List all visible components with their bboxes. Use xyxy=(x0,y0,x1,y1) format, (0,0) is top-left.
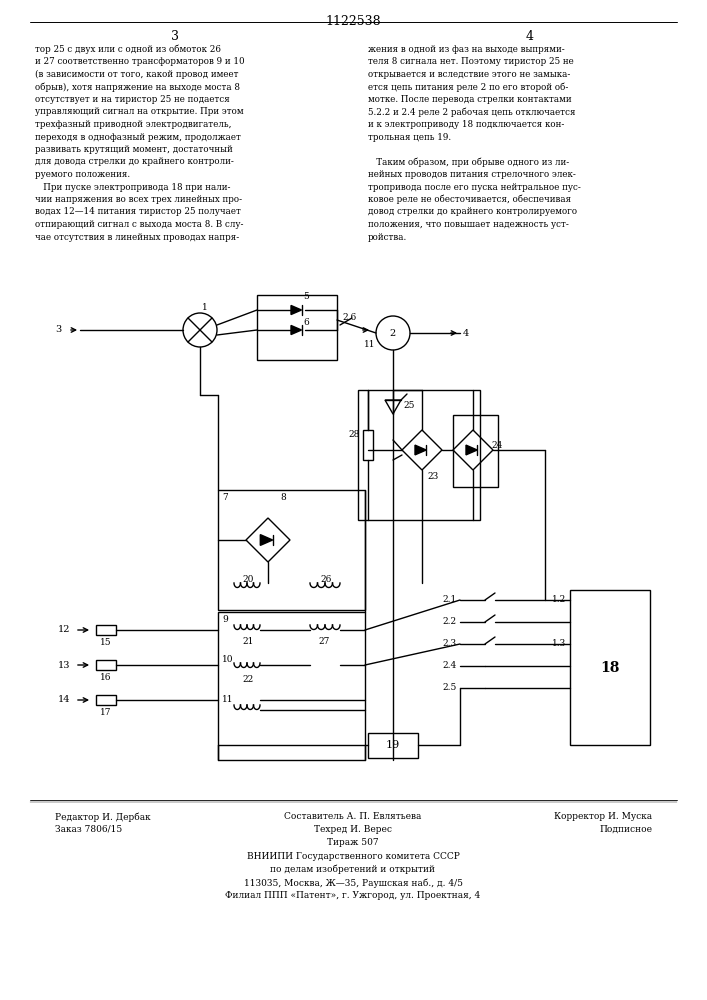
Text: 1.2: 1.2 xyxy=(551,595,566,604)
Text: 8: 8 xyxy=(280,493,286,502)
Text: 16: 16 xyxy=(100,673,112,682)
Text: 14: 14 xyxy=(57,696,70,704)
Text: Составитель А. П. Евлятьева: Составитель А. П. Евлятьева xyxy=(284,812,421,821)
Bar xyxy=(218,612,365,760)
Bar xyxy=(96,695,116,705)
Text: руемого положения.: руемого положения. xyxy=(35,170,130,179)
Text: тропривода после его пуска нейтральное пус-: тропривода после его пуска нейтральное п… xyxy=(368,182,581,192)
Text: и к электроприводу 18 подключается кон-: и к электроприводу 18 подключается кон- xyxy=(368,120,564,129)
Text: 12: 12 xyxy=(57,626,70,635)
Text: 2.3: 2.3 xyxy=(443,640,457,648)
Text: чае отсутствия в линейных проводах напря-: чае отсутствия в линейных проводах напря… xyxy=(35,232,239,241)
Polygon shape xyxy=(291,325,301,335)
Bar xyxy=(257,295,337,360)
Text: 2.1: 2.1 xyxy=(443,595,457,604)
Text: 25: 25 xyxy=(403,401,414,410)
Text: ковое реле не обесточивается, обеспечивая: ковое реле не обесточивается, обеспечива… xyxy=(368,195,571,205)
Text: 17: 17 xyxy=(100,708,112,717)
Text: 11: 11 xyxy=(364,340,375,349)
Text: 15: 15 xyxy=(100,638,112,647)
Text: Таким образом, при обрыве одного из ли-: Таким образом, при обрыве одного из ли- xyxy=(368,157,569,167)
Text: (в зависимости от того, какой провод имеет: (в зависимости от того, какой провод име… xyxy=(35,70,238,79)
Text: 9: 9 xyxy=(222,615,228,624)
Text: для довода стрелки до крайнего контроли-: для довода стрелки до крайнего контроли- xyxy=(35,157,234,166)
Text: 24: 24 xyxy=(491,440,503,450)
Text: трехфазный приводной электродвигатель,: трехфазный приводной электродвигатель, xyxy=(35,120,231,129)
Text: 23: 23 xyxy=(427,472,438,481)
Text: Техред И. Верес: Техред И. Верес xyxy=(314,825,392,834)
Text: трольная цепь 19.: трольная цепь 19. xyxy=(368,132,451,141)
Text: 11: 11 xyxy=(222,695,233,704)
Text: открывается и вследствие этого не замыка-: открывается и вследствие этого не замыка… xyxy=(368,70,571,79)
Text: мотке. После перевода стрелки контактами: мотке. После перевода стрелки контактами xyxy=(368,95,572,104)
Text: 13: 13 xyxy=(57,660,70,670)
Text: тор 25 с двух или с одной из обмоток 26: тор 25 с двух или с одной из обмоток 26 xyxy=(35,45,221,54)
Bar xyxy=(368,733,418,758)
Text: положения, что повышает надежность уст-: положения, что повышает надежность уст- xyxy=(368,220,569,229)
Text: и 27 соответственно трансформаторов 9 и 10: и 27 соответственно трансформаторов 9 и … xyxy=(35,57,245,66)
Polygon shape xyxy=(415,445,426,455)
Polygon shape xyxy=(260,535,273,545)
Text: отсутствует и на тиристор 25 не подается: отсутствует и на тиристор 25 не подается xyxy=(35,95,230,104)
Text: 19: 19 xyxy=(386,740,400,750)
Text: водах 12—14 питания тиристор 25 получает: водах 12—14 питания тиристор 25 получает xyxy=(35,208,241,217)
Text: 5: 5 xyxy=(303,292,309,301)
Text: 6: 6 xyxy=(303,318,309,327)
Text: по делам изобретений и открытий: по делам изобретений и открытий xyxy=(271,865,436,874)
Bar xyxy=(96,625,116,635)
Text: ройства.: ройства. xyxy=(368,232,407,241)
Text: Редактор И. Дербак: Редактор И. Дербак xyxy=(55,812,151,822)
Text: отпирающий сигнал с выхода моста 8. В слу-: отпирающий сигнал с выхода моста 8. В сл… xyxy=(35,220,243,229)
Text: управляющий сигнал на открытие. При этом: управляющий сигнал на открытие. При этом xyxy=(35,107,244,116)
Text: Корректор И. Муска: Корректор И. Муска xyxy=(554,812,652,821)
Bar xyxy=(363,430,373,460)
Text: развивать крутящий момент, достаточный: развивать крутящий момент, достаточный xyxy=(35,145,233,154)
Text: 1122538: 1122538 xyxy=(325,15,381,28)
Text: 3: 3 xyxy=(56,326,62,334)
Text: теля 8 сигнала нет. Поэтому тиристор 25 не: теля 8 сигнала нет. Поэтому тиристор 25 … xyxy=(368,57,574,66)
Text: нейных проводов питания стрелочного элек-: нейных проводов питания стрелочного элек… xyxy=(368,170,576,179)
Text: ется цепь питания реле 2 по его второй об-: ется цепь питания реле 2 по его второй о… xyxy=(368,83,568,92)
Text: 2.5: 2.5 xyxy=(443,684,457,692)
Text: обрыв), хотя напряжение на выходе моста 8: обрыв), хотя напряжение на выходе моста … xyxy=(35,83,240,92)
Text: переходя в однофазный режим, продолжает: переходя в однофазный режим, продолжает xyxy=(35,132,241,141)
Text: 22: 22 xyxy=(242,675,253,684)
Text: 10: 10 xyxy=(222,655,233,664)
Polygon shape xyxy=(466,445,477,455)
Text: Заказ 7806/15: Заказ 7806/15 xyxy=(55,825,122,834)
Text: 2: 2 xyxy=(390,328,396,338)
Text: чии напряжения во всех трех линейных про-: чии напряжения во всех трех линейных про… xyxy=(35,195,242,204)
Text: 20: 20 xyxy=(242,575,253,584)
Polygon shape xyxy=(291,305,301,315)
Text: 3: 3 xyxy=(171,30,179,43)
Text: 2.6: 2.6 xyxy=(342,314,356,322)
Bar xyxy=(358,390,480,520)
Text: ВНИИПИ Государственного комитета СССР: ВНИИПИ Государственного комитета СССР xyxy=(247,852,460,861)
Text: 4: 4 xyxy=(526,30,534,43)
Bar xyxy=(453,415,498,487)
Text: 113035, Москва, Ж—35, Раушская наб., д. 4/5: 113035, Москва, Ж—35, Раушская наб., д. … xyxy=(243,878,462,888)
Text: 28: 28 xyxy=(349,430,360,439)
Text: 2.2: 2.2 xyxy=(443,617,457,626)
Text: Тираж 507: Тираж 507 xyxy=(327,838,379,847)
Text: 1: 1 xyxy=(202,303,208,312)
Text: Филиал ППП «Патент», г. Ужгород, ул. Проектная, 4: Филиал ППП «Патент», г. Ужгород, ул. Про… xyxy=(226,891,481,900)
Text: жения в одной из фаз на выходе выпрями-: жения в одной из фаз на выходе выпрями- xyxy=(368,45,565,54)
Bar xyxy=(96,660,116,670)
Text: 2.4: 2.4 xyxy=(443,662,457,670)
Text: 27: 27 xyxy=(318,637,329,646)
Text: 21: 21 xyxy=(242,637,253,646)
Text: 4: 4 xyxy=(463,328,469,338)
Text: 26: 26 xyxy=(320,575,332,584)
Text: довод стрелки до крайнего контролируемого: довод стрелки до крайнего контролируемог… xyxy=(368,208,577,217)
Text: Подписное: Подписное xyxy=(599,825,652,834)
Text: 18: 18 xyxy=(600,660,620,674)
Bar xyxy=(218,490,365,610)
Text: 1.3: 1.3 xyxy=(551,640,566,648)
Bar xyxy=(570,590,650,745)
Text: При пуске электропривода 18 при нали-: При пуске электропривода 18 при нали- xyxy=(35,182,230,192)
Text: 7: 7 xyxy=(222,493,228,502)
Text: 5.2.2 и 2.4 реле 2 рабочая цепь отключается: 5.2.2 и 2.4 реле 2 рабочая цепь отключае… xyxy=(368,107,575,117)
